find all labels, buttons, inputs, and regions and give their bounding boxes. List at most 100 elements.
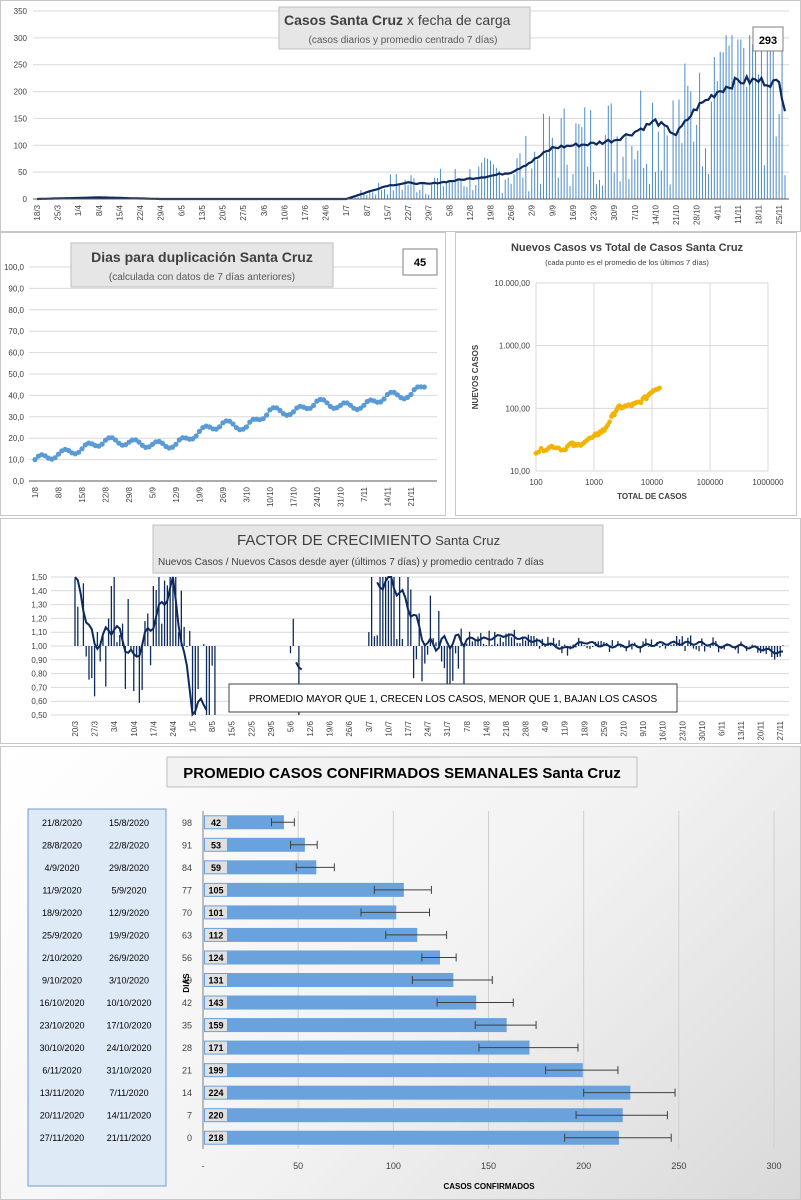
x-tick-label: 150: [481, 1161, 496, 1171]
title-box: [152, 524, 604, 574]
week-start-date: 3/10/2020: [109, 976, 149, 986]
latest-value-box: [752, 26, 784, 52]
title-box: [70, 242, 334, 288]
x-tick-label: 24/10: [313, 486, 322, 507]
weekly-average-bar: [204, 837, 305, 852]
y-tick-label: 100,00: [506, 404, 531, 413]
value-label-bg: [205, 951, 227, 964]
chart-subtitle: Nuevos Casos / Nuevos Casos desde ayer (…: [158, 557, 544, 568]
x-tick-label: 25/3: [54, 204, 63, 220]
x-tick-label: 22/4: [136, 204, 145, 220]
y-tick-label: 56: [182, 953, 192, 963]
x-tick-label: -: [202, 1161, 205, 1171]
doubling-days-point: [112, 437, 119, 443]
x-tick-label: 2/10: [619, 720, 628, 736]
x-tick-label: 30/10: [698, 720, 707, 741]
y-tick-label: 1,10: [31, 628, 47, 637]
doubling-days-point: [290, 409, 296, 415]
x-tick-label: 300: [766, 1161, 781, 1171]
x-tick-label: 29/4: [157, 204, 166, 220]
doubling-days-point: [421, 384, 427, 390]
bar-value-label: 105: [208, 885, 223, 895]
bar-value-label: 53: [211, 840, 221, 850]
y-tick-label: 14: [182, 1088, 192, 1098]
value-label-bg: [205, 1109, 227, 1122]
value-label-bg: [205, 974, 227, 986]
week-end-date: 4/9/2020: [44, 863, 79, 873]
week-end-date: 25/9/2020: [42, 930, 82, 940]
x-tick-label: 31/7: [443, 720, 452, 736]
y-tick-label: 100: [14, 141, 28, 150]
growth-factor-chart: 0,50 0,60 0,70 0,80 0,90 1,00 1,10 1,20 1,30 1,40…: [31, 524, 789, 741]
week-end-date: 18/9/2020: [42, 908, 82, 918]
scatter-point: [607, 419, 612, 425]
x-tick-label: 13/5: [198, 204, 207, 220]
x-tick-label: 200: [576, 1161, 591, 1171]
weekly-average-bar: [204, 927, 418, 942]
y-tick-label: 250: [14, 61, 28, 70]
x-tick-label: 5/9: [148, 486, 157, 498]
new-vs-total-chart-panel: 10,00 100,00 1.000,00 10.000,00 100 1000 10000…: [455, 232, 797, 516]
y-tick-label: 98: [182, 818, 192, 828]
weekly-average-bar: [204, 950, 441, 965]
x-tick-label: 1/4: [74, 204, 83, 216]
y-tick-label: 30,0: [8, 413, 24, 422]
week-start-date: 7/11/2020: [109, 1088, 148, 1098]
x-tick-label: 10/7: [384, 720, 393, 736]
x-tick-label: 11/11: [734, 204, 743, 223]
x-tick-label: 6/11: [717, 720, 726, 736]
y-tick-label: 300: [14, 34, 28, 43]
chart-subtitle: (cada punto es el promedio de los último…: [545, 258, 709, 267]
x-tick-label: 8/7: [363, 204, 372, 216]
x-tick-label: 26/9: [219, 486, 228, 502]
x-tick-label: 15/5: [228, 720, 237, 736]
x-tick-label: 12/9: [172, 486, 181, 502]
week-start-date: 22/8/2020: [109, 840, 149, 850]
value-label-bg: [205, 1086, 227, 1099]
week-start-date: 15/8/2020: [109, 818, 149, 828]
week-end-date: 11/9/2020: [42, 885, 81, 895]
x-tick-label: 17/4: [149, 720, 158, 736]
x-tick-label: 1/7: [342, 204, 351, 216]
x-tick-label: 9/10: [639, 720, 648, 736]
value-label-bg: [205, 1041, 227, 1054]
x-tick-label: 15/7: [383, 204, 392, 220]
week-start-date: 19/9/2020: [109, 930, 149, 940]
x-tick-label: 3/10: [242, 486, 251, 502]
title-box: [278, 6, 531, 50]
doubling-days-chart-panel: 0,0 10,0 20,0 30,0 40,0 50,0 60,0 70,0 80,0 90,0 1…: [0, 232, 446, 516]
y-tick-label: 80,0: [8, 306, 24, 315]
y-tick-label: 350: [14, 7, 28, 16]
value-label-bg: [205, 1019, 227, 1032]
chart-title: Casos Santa Cruz x fecha de carga: [284, 12, 511, 28]
x-tick-label: 10/6: [280, 204, 289, 220]
y-tick-label: 21: [182, 1066, 192, 1076]
y-tick-label: 10.000,00: [494, 279, 530, 288]
y-tick-label: 0,90: [31, 656, 47, 665]
doubling-days-point: [243, 424, 249, 430]
x-tick-label: 100000: [697, 478, 724, 487]
chart-title: Dias para duplicación Santa Cruz: [91, 249, 313, 265]
week-start-date: 29/8/2020: [109, 863, 149, 873]
y-tick-label: 0,0: [13, 477, 25, 486]
x-tick-label: 25/9: [600, 720, 609, 736]
week-end-date: 2/10/2020: [42, 953, 82, 963]
week-start-date: 26/9/2020: [109, 953, 149, 963]
doubling-days-point: [32, 457, 38, 463]
scatter-point: [536, 449, 541, 455]
week-end-date: 28/8/2020: [42, 840, 82, 850]
doubling-days-point: [230, 421, 236, 427]
x-tick-label: 4/11: [713, 204, 722, 220]
x-tick-label: 50: [293, 1161, 303, 1171]
y-tick-label: 49: [182, 976, 192, 986]
week-end-date: 16/10/2020: [39, 998, 84, 1008]
bar-value-label: 42: [211, 818, 221, 828]
doubling-days-chart: 0,0 10,0 20,0 30,0 40,0 50,0 60,0 70,0 80,0 90,0 1…: [4, 242, 438, 507]
doubling-days-point: [173, 441, 179, 447]
note-text: PROMEDIO MAYOR QUE 1, CRECEN LOS CASOS, …: [249, 694, 658, 705]
doubling-days-point: [260, 416, 266, 422]
x-tick-label: 15/8: [78, 486, 87, 502]
y-tick-label: 1,50: [31, 573, 47, 582]
daily-cases-chart: 0 50 100 150 200 250 300 350 18/3 25/3 1/4 8/4 15/4 2…: [14, 6, 789, 225]
x-tick-label: 6/5: [177, 204, 186, 216]
